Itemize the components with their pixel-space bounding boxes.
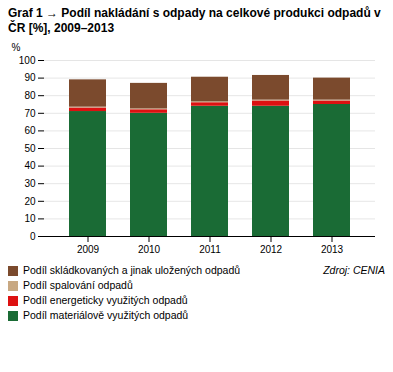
svg-text:2013: 2013 [321,244,344,255]
svg-text:70: 70 [24,108,36,119]
svg-text:2009: 2009 [77,244,100,255]
svg-text:90: 90 [24,72,36,83]
svg-text:40: 40 [24,160,36,171]
html-text:Podíl skládkovaných a jinak ul: Podíl skládkovaných a jinak uložených od… [23,264,241,276]
svg-text:2012: 2012 [260,244,283,255]
svg-text:20: 20 [24,196,36,207]
html-text:Podíl materiálově využitých od: Podíl materiálově využitých odpadů [23,309,189,321]
svg-text:30: 30 [24,178,36,189]
html-text:Podíl spalování odpadů: Podíl spalování odpadů [23,279,133,291]
svg-text:60: 60 [24,125,36,136]
svg-text:2010: 2010 [138,244,161,255]
svg-text:100: 100 [19,55,36,66]
svg-text:0: 0 [30,231,36,242]
svg-text:2011: 2011 [199,244,221,255]
svg-text:%: % [12,42,21,53]
svg-text:10: 10 [24,213,36,224]
html-text:Graf 1 → Podíl nakládání s odp: Graf 1 → Podíl nakládání s odpady na cel… [8,6,381,35]
html-text:Podíl energeticky využitých od: Podíl energeticky využitých odpadů [23,294,188,306]
html-text:Zdroj: CENIA: Zdroj: CENIA [323,264,385,276]
svg-text:80: 80 [24,90,36,101]
svg-text:50: 50 [24,143,36,154]
